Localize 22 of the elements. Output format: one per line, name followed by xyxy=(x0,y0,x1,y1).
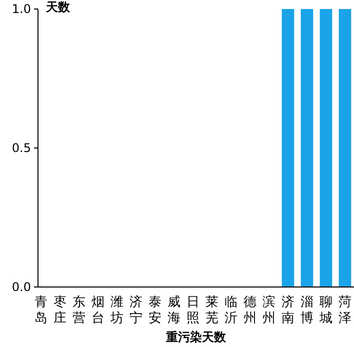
x-tick-label: 菏泽 xyxy=(338,295,352,326)
x-tick-label: 威海 xyxy=(168,295,181,326)
y-tick-label: 1.0 xyxy=(12,2,31,16)
x-tick-label: 日照 xyxy=(186,295,200,326)
x-tick-label: 东营 xyxy=(72,295,86,326)
x-tick-label: 青岛 xyxy=(34,295,48,326)
y-axis-title: 天数 xyxy=(45,0,71,14)
x-axis-title: 重污染天数 xyxy=(165,330,227,344)
x-tick-label: 泰安 xyxy=(148,295,162,326)
x-tick-label: 聊城 xyxy=(318,295,332,326)
x-tick-label: 济南 xyxy=(281,295,294,326)
x-tick-label: 潍坊 xyxy=(110,295,124,326)
x-tick-label: 德州 xyxy=(243,295,256,326)
x-tick-label: 滨州 xyxy=(262,294,276,326)
x-tick-label: 莱芜 xyxy=(205,295,218,326)
x-tick-label: 淄博 xyxy=(300,295,314,326)
x-tick-label: 临沂 xyxy=(224,295,238,326)
x-tick-label: 济宁 xyxy=(130,295,143,326)
y-tick-label: 0.0 xyxy=(12,280,31,294)
x-tick-label: 枣庄 xyxy=(54,295,67,326)
x-tick-label: 烟台 xyxy=(92,295,105,326)
y-tick-label: 0.5 xyxy=(12,141,31,156)
